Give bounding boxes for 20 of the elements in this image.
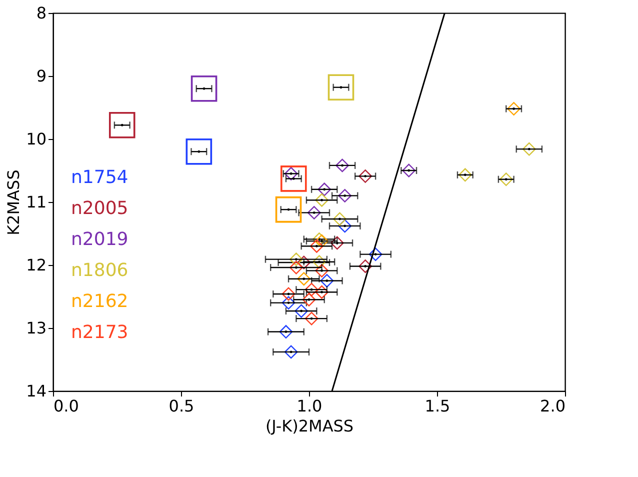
text: n2173 <box>71 322 128 343</box>
y-tick-label: 9 <box>36 66 46 86</box>
y-axis-title: K2MASS <box>4 170 24 236</box>
x-tick-label: 0.5 <box>168 396 194 416</box>
y-tick-label: 13 <box>26 318 46 338</box>
y-tick-label: 11 <box>26 192 46 212</box>
x-tick-label: 0.0 <box>54 396 79 416</box>
text: n2005 <box>71 198 128 219</box>
x-tick-label: 1.5 <box>424 396 450 416</box>
text: n1754 <box>71 167 128 188</box>
y-tick-label: 14 <box>26 382 46 400</box>
text: n2162 <box>71 291 128 312</box>
x-tick-label: 2.0 <box>540 396 566 416</box>
text: n1806 <box>71 260 128 281</box>
y-tick-label: 10 <box>26 130 46 148</box>
x-axis-title: (J-K)2MASS <box>265 416 354 436</box>
y-tick-label: 8 <box>36 4 46 22</box>
text: n2019 <box>71 229 128 250</box>
y-tick-label: 12 <box>26 256 46 274</box>
x-tick-label: 1.0 <box>296 396 322 416</box>
